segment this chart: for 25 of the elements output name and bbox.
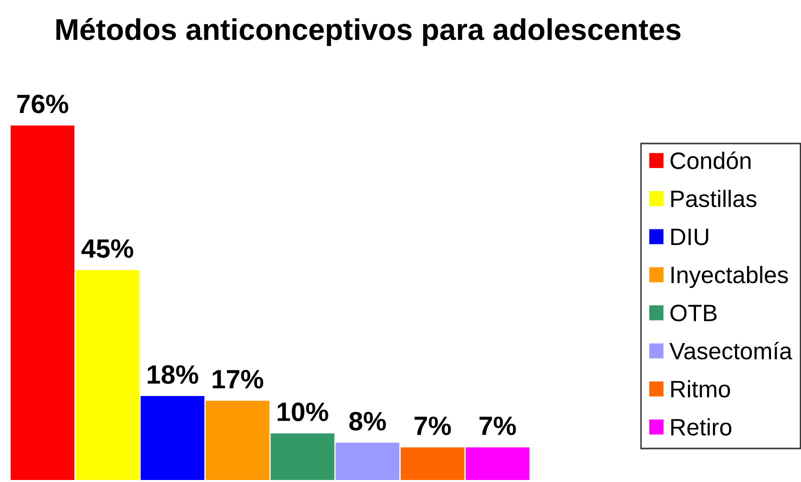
- legend-label: Condón: [670, 151, 751, 170]
- bar: [400, 447, 464, 480]
- data-label: 8%: [349, 412, 386, 431]
- legend-label: Ritmo: [671, 380, 730, 398]
- chart-title: Métodos anticonceptivos para adolescentes: [56, 18, 680, 46]
- data-label: 45%: [81, 239, 134, 258]
- data-label: 7%: [480, 416, 516, 436]
- bar: [336, 442, 400, 480]
- bar: [140, 396, 204, 480]
- data-label: 76%: [17, 94, 68, 114]
- legend-label: Retiro: [671, 418, 732, 436]
- legend-label: Vasectomía: [669, 342, 792, 360]
- data-label: 18%: [148, 365, 198, 384]
- legend-label: OTB: [670, 304, 717, 322]
- bar: [466, 447, 530, 480]
- data-label: 7%: [414, 416, 451, 436]
- legend-label: DIU: [671, 228, 708, 246]
- data-label: 17%: [212, 370, 264, 388]
- data-label: 10%: [278, 402, 328, 422]
- legend-label: Pastillas: [671, 190, 756, 208]
- bar: [76, 270, 140, 480]
- bar: [270, 433, 334, 480]
- legend-label: Inyectables: [672, 266, 788, 288]
- bar: [206, 400, 270, 480]
- bar: [10, 125, 74, 480]
